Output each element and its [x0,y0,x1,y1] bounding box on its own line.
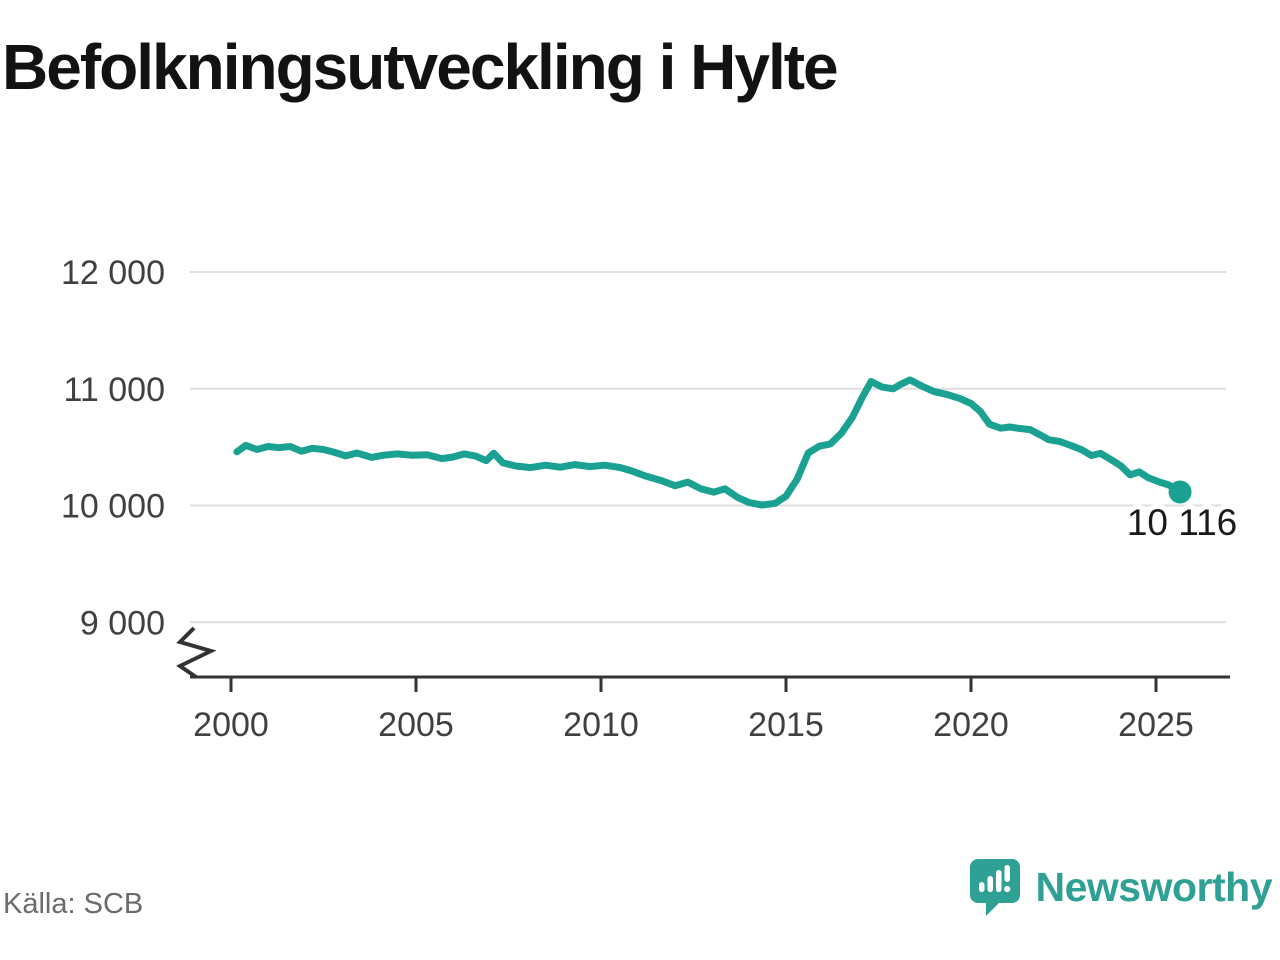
x-tick-label: 2010 [563,706,639,744]
population-line [233,376,1184,509]
newsworthy-logo-icon [969,859,1020,916]
y-tick-label: 11 000 [64,371,165,409]
end-value-label: 10 116 [1127,502,1237,543]
speech-bubble-shape [969,859,1020,916]
newsworthy-logo: Newsworthy [968,858,1273,916]
newsworthy-logo-text: Newsworthy [1035,863,1273,910]
end-point-dot [1168,480,1192,504]
y-tick-label: 12 000 [61,254,165,292]
x-tick-label: 2005 [378,706,454,744]
logo-exclamation-dot-icon [1003,885,1010,893]
y-tick-label: 10 000 [61,488,165,526]
logo-bar-tall-icon [995,870,1001,892]
x-tick-label: 2025 [1118,706,1194,744]
logo-bar-medium-icon [987,876,993,892]
x-tick-label: 2020 [933,706,1009,744]
axis-break-icon [176,626,217,679]
x-tick-label: 2000 [193,706,269,744]
x-tick-label: 2015 [748,706,824,744]
logo-bar-small-icon [978,882,984,892]
y-tick-label: 9 000 [80,604,165,642]
source-label: Källa: SCB [3,888,144,920]
chart-title: Befolkningsutveckling i Hylte [2,31,839,103]
logo-exclamation-bar-icon [1004,865,1010,882]
